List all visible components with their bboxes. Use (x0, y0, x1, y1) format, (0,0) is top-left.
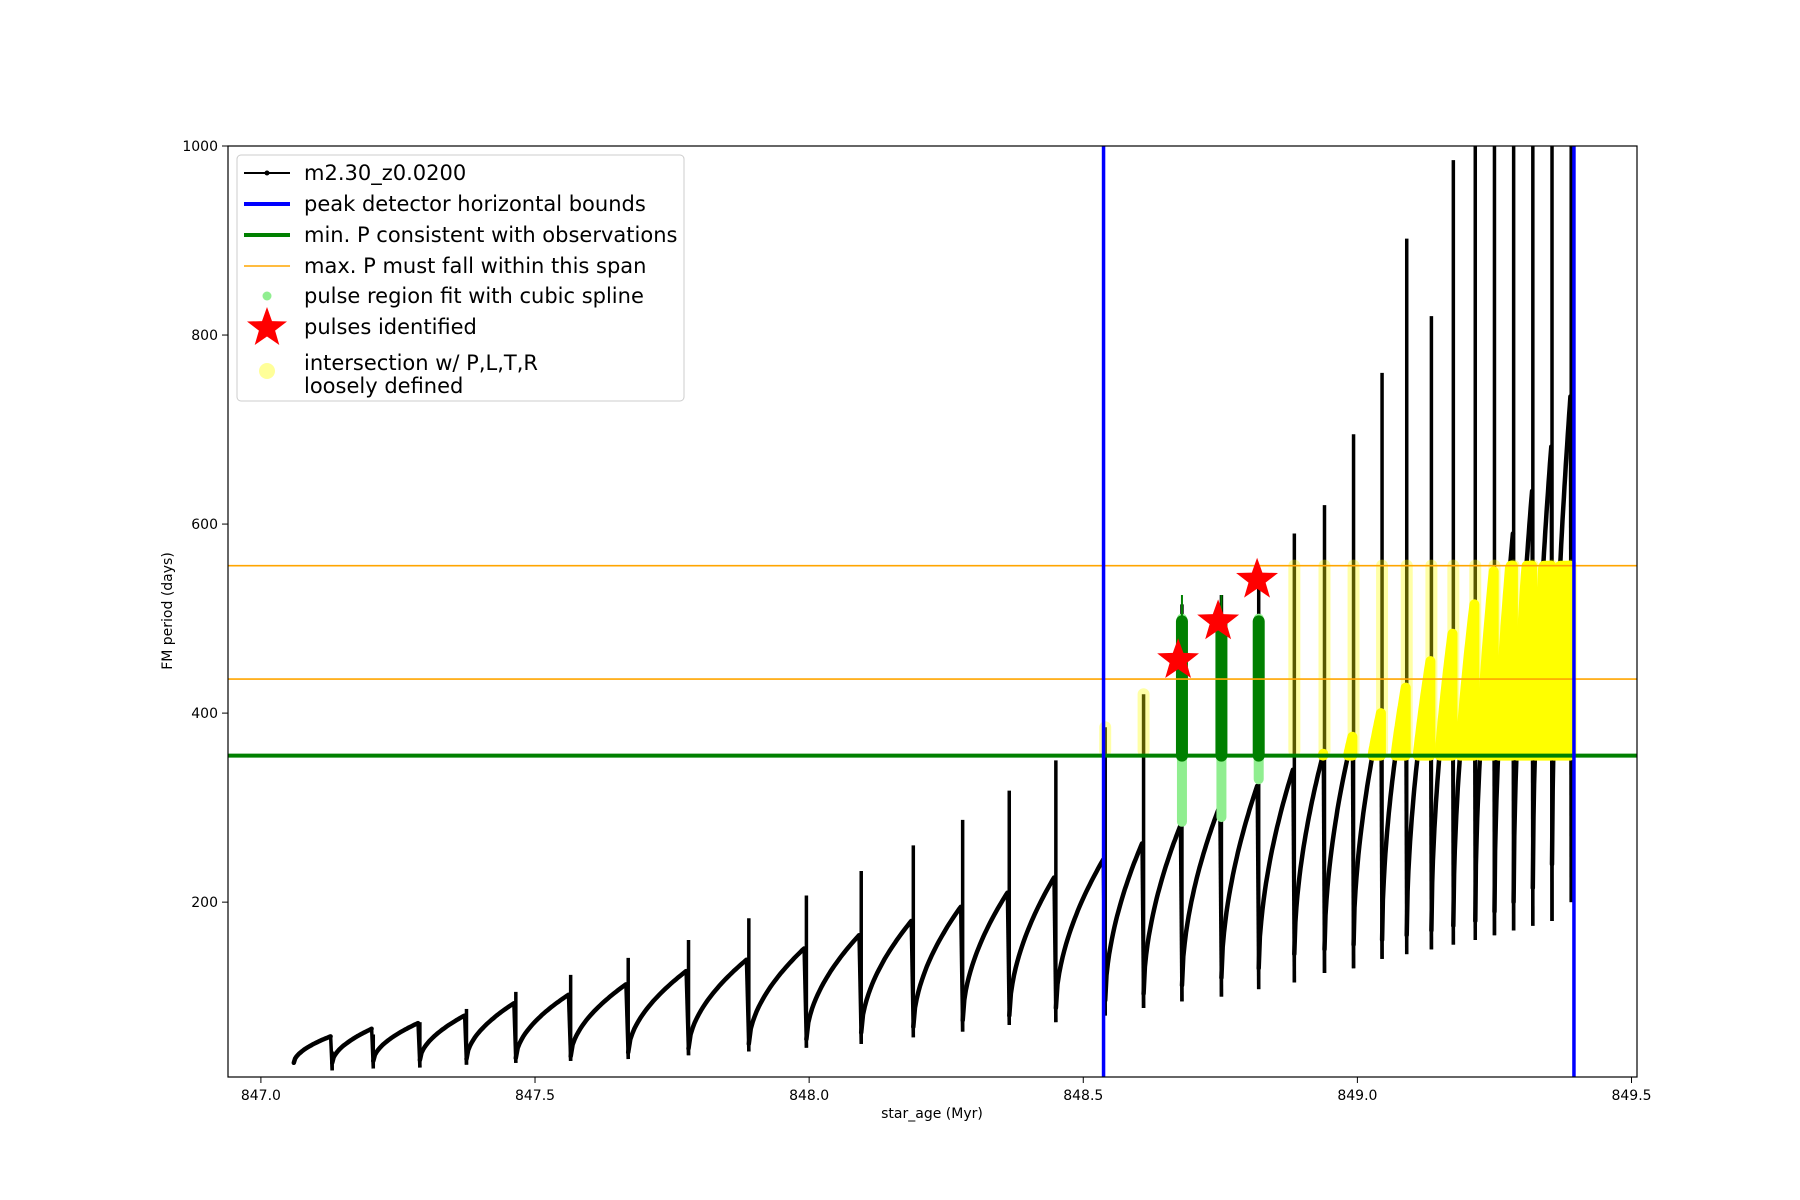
pulse-star-0 (1157, 638, 1199, 678)
pulse-star-1 (1197, 599, 1240, 640)
track-segment-4 (464, 1001, 517, 1062)
track-segment-19 (1219, 783, 1260, 981)
y-tick-label-3: 800 (191, 328, 218, 344)
y-tick-label-1: 400 (191, 706, 218, 722)
x-tick-label-0: 847.0 (241, 1088, 281, 1104)
legend-label-5: pulses identified (304, 315, 477, 339)
x-tick-label-3: 848.5 (1063, 1088, 1103, 1104)
intersection-fill-26 (1434, 628, 1458, 761)
track-segment-11 (858, 918, 914, 1035)
track-segment-9 (746, 946, 807, 1047)
x-tick-label-4: 849.0 (1337, 1088, 1377, 1104)
legend-box (236, 154, 685, 402)
y-tick-label-0: 200 (191, 895, 218, 911)
legend-item-0: m2.30_z0.0200 (244, 161, 466, 186)
y-tick-label-2: 600 (191, 517, 218, 533)
legend-item-4: pulse region fit with cubic spline (262, 284, 644, 308)
track-segment-6 (568, 982, 629, 1059)
x-tick-label-2: 848.0 (789, 1088, 829, 1104)
legend-item-1: peak detector horizontal bounds (244, 192, 646, 216)
intersection-fill-28 (1475, 566, 1499, 761)
track-segment-5 (513, 992, 571, 1061)
y-axis-label: FM period (days) (160, 552, 176, 670)
intersection-fill-32 (1548, 560, 1576, 761)
track-segment-21 (1292, 751, 1326, 957)
legend-item-3: max. P must fall within this span (244, 254, 646, 278)
x-axis: 847.0 847.5 848.0 848.5 849.0 849.5 (241, 1077, 1652, 1104)
track-segment-10 (804, 932, 862, 1042)
track-segment-17 (1141, 823, 1183, 997)
plot-area (228, 146, 1637, 1077)
legend-label-0: m2.30_z0.0200 (304, 161, 466, 186)
y-axis: 200 400 600 800 1000 (182, 139, 228, 911)
track-segment-8 (686, 957, 749, 1051)
x-tick-label-5: 849.5 (1611, 1088, 1651, 1104)
plot-frame (227, 145, 1638, 1078)
track-segment-20 (1256, 767, 1296, 971)
y-tick-label-4: 1000 (182, 139, 218, 155)
track-segment-18 (1179, 803, 1223, 988)
track-drop-0 (328, 1036, 334, 1071)
legend-marker-0 (264, 170, 270, 176)
legend-handle-5 (247, 307, 287, 345)
legend-label-2: min. P consistent with observations (304, 223, 677, 247)
intersection-fill-31 (1529, 560, 1557, 761)
legend-label-6-line2: loosely defined (304, 374, 463, 398)
series-pulses-identified (1157, 557, 1278, 678)
legend-label-3: max. P must fall within this span (304, 254, 646, 278)
legend-item-2: min. P consistent with observations (244, 223, 677, 247)
intersection-fill-22 (1343, 731, 1358, 761)
track-segment-16 (1102, 841, 1145, 1003)
legend-label-1: peak detector horizontal bounds (304, 192, 646, 216)
legend-handle-4 (262, 291, 272, 301)
intersection-fill-24 (1390, 682, 1411, 761)
track-segment-15 (1053, 857, 1106, 1011)
intersection-fill-25 (1412, 656, 1436, 761)
track-segment-7 (625, 968, 689, 1055)
x-axis-label: star_age (Myr) (881, 1106, 983, 1122)
intersection-fill-23 (1367, 708, 1386, 761)
legend-handle-6 (259, 363, 275, 379)
legend-label-4: pulse region fit with cubic spline (304, 284, 644, 308)
intersection-fill-27 (1455, 599, 1480, 761)
series-pulse-columns (1175, 594, 1265, 762)
track-segment-1 (329, 1026, 374, 1066)
track-segment-13 (960, 890, 1010, 1023)
track-segment-0 (291, 1034, 333, 1066)
x-tick-label-1: 847.5 (515, 1088, 555, 1104)
track-segment-2 (371, 1020, 421, 1064)
pulse-star-2 (1236, 557, 1278, 598)
track-segment-3 (417, 1013, 467, 1063)
track-segment-14 (1007, 875, 1057, 1018)
legend-label-6: intersection w/ P,L,T,R (304, 351, 538, 375)
legend-item-5: pulses identified (247, 307, 477, 345)
track-segment-12 (911, 904, 963, 1030)
